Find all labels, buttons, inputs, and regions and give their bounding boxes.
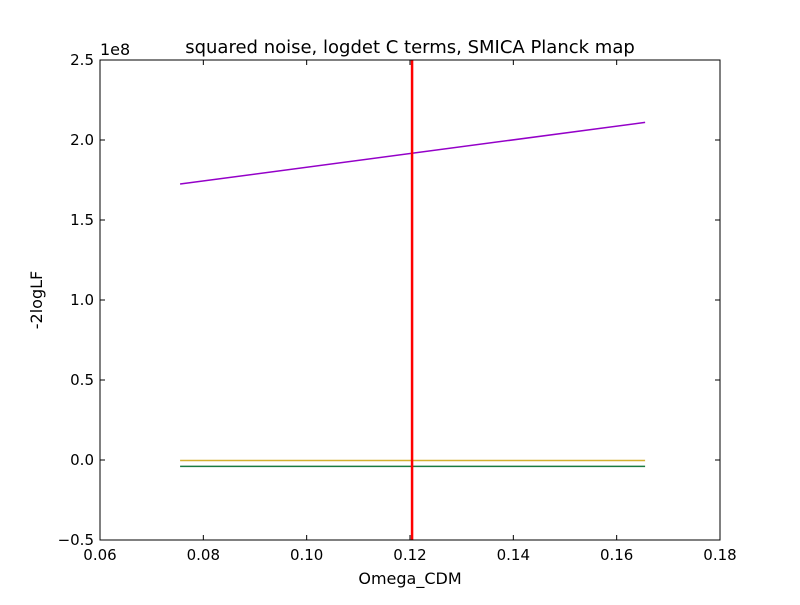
y-tick-label: 1.5 (70, 211, 94, 229)
y-tick-label: 2.0 (70, 131, 94, 149)
y-tick-label: 0.5 (70, 371, 94, 389)
plot-marks (180, 60, 646, 540)
y-offset-label: 1e8 (100, 40, 130, 59)
plot-frame (99, 59, 721, 541)
x-tick-label: 0.08 (187, 546, 220, 564)
x-tick-label: 0.18 (703, 546, 736, 564)
x-axis-label: Omega_CDM (358, 569, 461, 589)
y-tick-label: 1.0 (70, 291, 94, 309)
y-tick-label: 0.0 (70, 451, 94, 469)
x-tick-label: 0.10 (290, 546, 323, 564)
y-tick-label: −0.5 (58, 531, 94, 549)
x-tick-label: 0.14 (497, 546, 530, 564)
chart-title: squared noise, logdet C terms, SMICA Pla… (185, 37, 635, 58)
y-axis-label: -2logLF (27, 271, 46, 329)
x-tick-label: 0.12 (393, 546, 426, 564)
x-tick-label: 0.16 (600, 546, 633, 564)
x-axis: 0.06 0.08 0.10 0.12 0.14 0.16 0.18 (83, 60, 737, 564)
x-tick-label: 0.06 (83, 546, 116, 564)
y-axis: −0.5 0.0 0.5 1.0 1.5 2.0 2.5 (58, 51, 720, 549)
y-tick-label: 2.5 (70, 51, 94, 69)
